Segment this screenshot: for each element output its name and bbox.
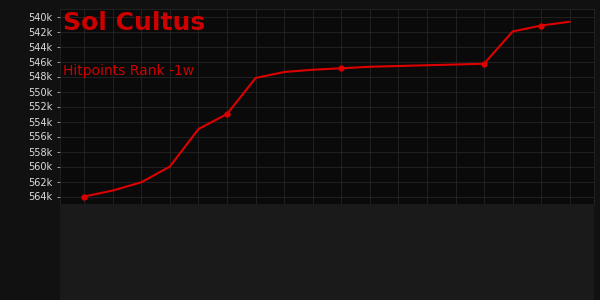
Text: Sol Cultus: Sol Cultus <box>62 11 205 35</box>
Text: Hitpoints Rank -1w: Hitpoints Rank -1w <box>62 64 194 78</box>
